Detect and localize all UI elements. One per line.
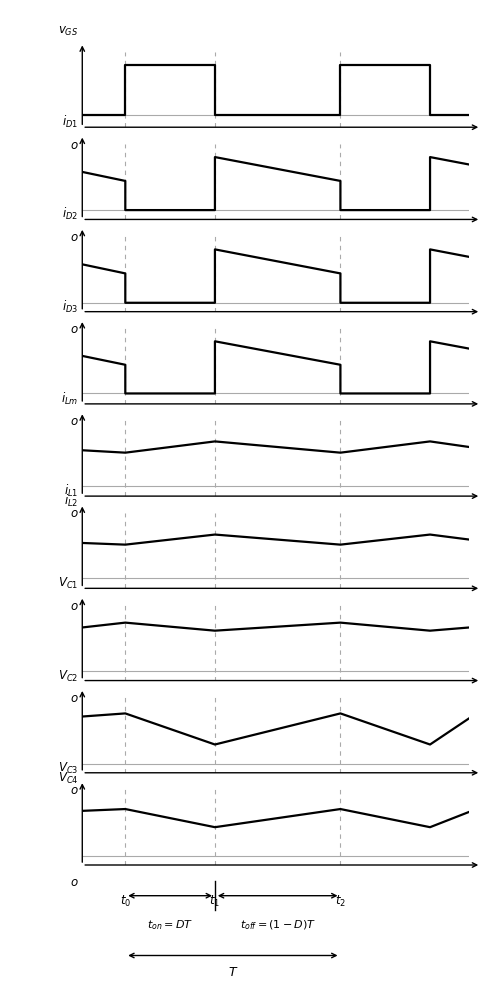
Text: $o$: $o$ — [70, 139, 78, 152]
Text: $i_{D1}$: $i_{D1}$ — [62, 114, 78, 130]
Text: $i_{L2}$: $i_{L2}$ — [64, 493, 78, 509]
Text: $o$: $o$ — [70, 507, 78, 520]
Text: $t_1$: $t_1$ — [210, 894, 221, 909]
Text: $o$: $o$ — [70, 876, 78, 889]
Text: $i_{D2}$: $i_{D2}$ — [62, 206, 78, 222]
Text: $o$: $o$ — [70, 231, 78, 244]
Text: $o$: $o$ — [70, 600, 78, 613]
Text: $V_{C3}$: $V_{C3}$ — [58, 761, 78, 776]
Text: $V_{C1}$: $V_{C1}$ — [58, 576, 78, 591]
Text: $o$: $o$ — [70, 784, 78, 797]
Text: $T$: $T$ — [227, 966, 238, 978]
Text: $t_{off}=(1-D)T$: $t_{off}=(1-D)T$ — [240, 919, 316, 932]
Text: $t_2$: $t_2$ — [335, 894, 346, 909]
Text: $o$: $o$ — [70, 692, 78, 705]
Text: $i_{L1}$: $i_{L1}$ — [64, 483, 78, 499]
Text: $v_{GS}$: $v_{GS}$ — [58, 25, 78, 38]
Text: $o$: $o$ — [70, 323, 78, 336]
Text: $V_{C2}$: $V_{C2}$ — [58, 668, 78, 684]
Text: $i_{D3}$: $i_{D3}$ — [62, 299, 78, 315]
Text: $i_{Lm}$: $i_{Lm}$ — [61, 391, 78, 407]
Text: $t_{on}=DT$: $t_{on}=DT$ — [147, 919, 193, 932]
Text: $t_0$: $t_0$ — [120, 894, 131, 909]
Text: $V_{C4}$: $V_{C4}$ — [58, 770, 78, 786]
Text: $o$: $o$ — [70, 415, 78, 428]
